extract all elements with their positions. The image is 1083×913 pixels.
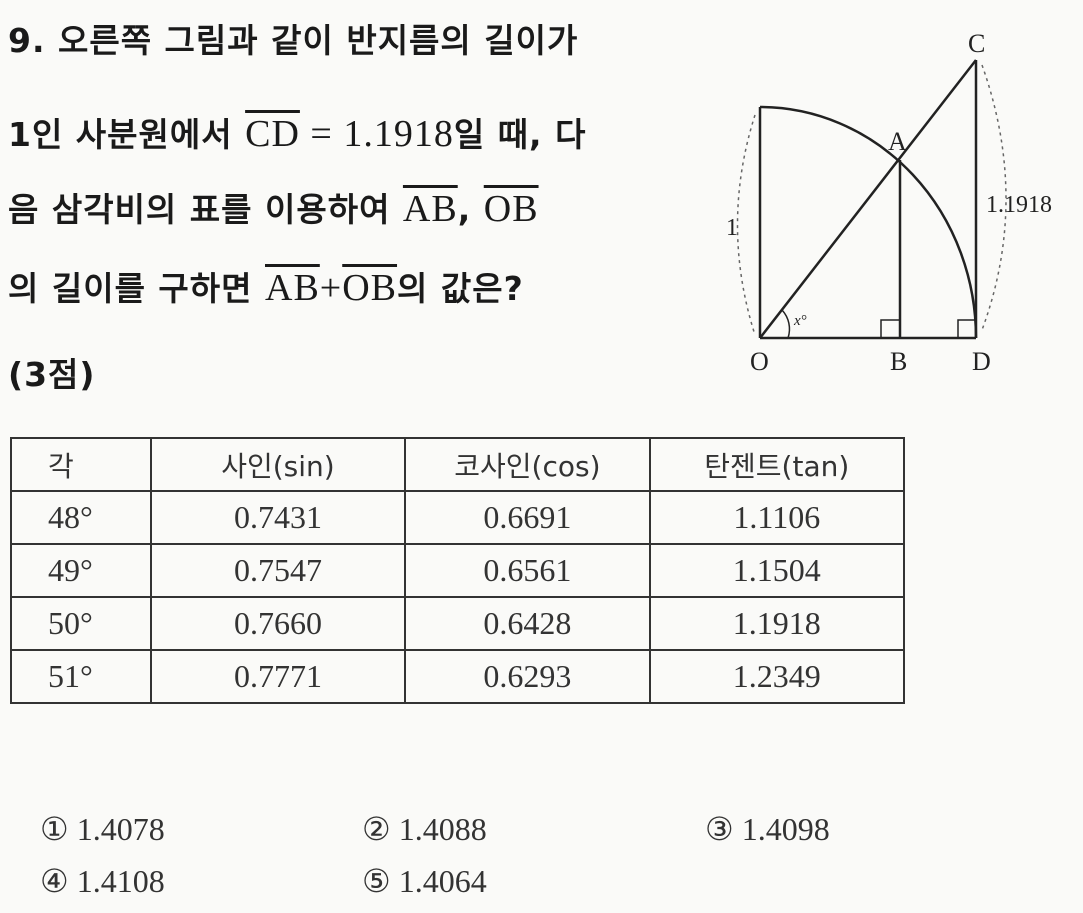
- cell: 0.7431: [149, 490, 407, 545]
- question-line-2: 1인 사분원에서 CD = 1.1918일 때, 다: [8, 108, 586, 156]
- cd-length-label: 1.1918: [986, 192, 1052, 218]
- choice-value: 1.4078: [76, 811, 165, 847]
- text: 의 값은?: [397, 269, 524, 308]
- header-cos: 코사인(cos): [404, 437, 651, 492]
- radius-label: 1: [726, 215, 738, 241]
- cell: 0.7547: [149, 543, 407, 598]
- header-tan: 탄젠트(tan): [648, 437, 906, 492]
- equation: = 1.1918: [299, 113, 454, 155]
- cell: 48°: [10, 490, 152, 545]
- cd-brace: [981, 64, 1007, 331]
- segment-ob: OB: [342, 267, 398, 309]
- cell: 49°: [10, 543, 152, 598]
- table-row: 51° 0.7771 0.6293 1.2349: [10, 649, 906, 704]
- choice-number: ④: [40, 863, 69, 899]
- cell: 1.1918: [648, 596, 906, 651]
- table-header: 각 사인(sin) 코사인(cos) 탄젠트(tan): [10, 437, 906, 492]
- right-angle-b: [880, 319, 900, 338]
- segment-ab: AB: [402, 188, 458, 230]
- cell: 0.7660: [149, 596, 407, 651]
- header-angle: 각: [10, 437, 152, 492]
- label-a: A: [888, 127, 907, 156]
- cell: 1.1106: [648, 490, 906, 545]
- text: 음 삼각비의 표를 이용하여: [8, 190, 403, 229]
- cell: 0.6428: [404, 596, 651, 651]
- choice-number: ①: [40, 811, 69, 847]
- question-line-3: 음 삼각비의 표를 이용하여 AB, OB: [8, 183, 539, 231]
- choice-4[interactable]: ④ 1.4108: [40, 862, 165, 900]
- trig-table: 각 사인(sin) 코사인(cos) 탄젠트(tan) 48° 0.7431 0.6…: [10, 437, 906, 704]
- plus: +: [319, 267, 343, 309]
- choice-3[interactable]: ③ 1.4098: [705, 810, 830, 848]
- segment-cd: CD: [245, 113, 300, 155]
- angle-label: x°: [793, 313, 807, 329]
- quarter-circle-figure: O B D C A 1 1.1918 x°: [726, 29, 1052, 376]
- cell: 0.6293: [404, 649, 651, 704]
- choice-number: ②: [362, 811, 391, 847]
- cell: 0.6691: [404, 490, 651, 545]
- cell: 51°: [10, 649, 152, 704]
- choice-number: ⑤: [362, 863, 391, 899]
- segment-ab: AB: [265, 267, 320, 309]
- table-row: 49° 0.7547 0.6561 1.1504: [10, 543, 906, 598]
- question-line-1: 9. 오른쪽 그림과 같이 반지름의 길이가: [8, 21, 579, 60]
- text: 1인 사분원에서: [8, 115, 246, 154]
- label-d: D: [972, 347, 991, 376]
- text: 의 길이를 구하면: [8, 269, 265, 308]
- question-line-4: 의 길이를 구하면 AB+OB의 값은?: [8, 262, 524, 310]
- text: 일 때, 다: [453, 115, 587, 154]
- segment-oc: [759, 59, 977, 339]
- cell: 1.1504: [648, 543, 906, 598]
- separator: ,: [457, 190, 484, 229]
- choice-value: 1.4108: [76, 863, 165, 899]
- label-c: C: [968, 29, 985, 58]
- choice-value: 1.4098: [741, 811, 830, 847]
- cell: 0.6561: [404, 543, 651, 598]
- choice-value: 1.4064: [398, 863, 487, 899]
- right-angle-d: [957, 319, 976, 338]
- header-sin: 사인(sin): [149, 437, 407, 492]
- choice-value: 1.4088: [398, 811, 487, 847]
- radius-brace: [736, 114, 756, 336]
- label-o: O: [750, 347, 769, 376]
- cell: 50°: [10, 596, 152, 651]
- angle-arc: [781, 309, 791, 339]
- table-row: 48° 0.7431 0.6691 1.1106: [10, 490, 906, 545]
- quarter-arc: [759, 105, 978, 339]
- cell: 0.7771: [149, 649, 407, 704]
- table-row: 50° 0.7660 0.6428 1.1918: [10, 596, 906, 651]
- choice-1[interactable]: ① 1.4078: [40, 810, 165, 848]
- question-points: (3점): [8, 355, 96, 394]
- segment-ob: OB: [483, 188, 539, 230]
- label-b: B: [890, 347, 907, 376]
- cell: 1.2349: [648, 649, 906, 704]
- choice-5[interactable]: ⑤ 1.4064: [362, 862, 487, 900]
- choice-2[interactable]: ② 1.4088: [362, 810, 487, 848]
- choice-number: ③: [705, 811, 734, 847]
